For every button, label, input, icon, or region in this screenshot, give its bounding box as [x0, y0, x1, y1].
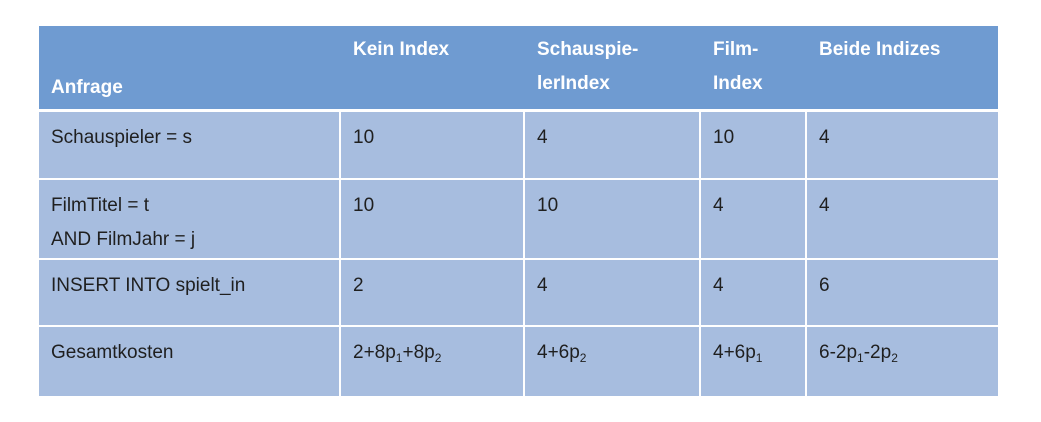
- total-schauspieler-index-sub1: 2: [579, 351, 587, 365]
- row1-kein-index: 10: [341, 112, 525, 180]
- header-beide-indizes: Beide Indizes: [807, 26, 998, 112]
- row3-kein-index: 2: [341, 260, 525, 327]
- total-kein-index-part-a: 2+8p: [353, 342, 396, 363]
- total-film-index-sub1: 1: [755, 351, 763, 365]
- row3-schauspieler-index: 4: [525, 260, 701, 327]
- total-kein-index-sub1: 1: [395, 351, 403, 365]
- total-label-text: Gesamtkosten: [51, 342, 174, 363]
- header-film-index: Film- Index: [701, 26, 807, 112]
- row2-film-index: 4: [701, 180, 807, 260]
- row1-beide-indizes: 4: [807, 112, 998, 180]
- header-schauspieler-index: Schauspie- lerIndex: [525, 26, 701, 112]
- header-film-index-line1: Film-: [713, 39, 759, 60]
- row3-query-text: INSERT INTO spielt_in: [51, 275, 246, 296]
- total-beide-indizes-sub1: 1: [857, 351, 864, 365]
- total-beide-indizes-part-b: -2p: [863, 342, 892, 363]
- row2-beide-indizes: 4: [807, 180, 998, 260]
- total-kein-index-part-b: +8p: [402, 342, 435, 363]
- total-kein-index-sub2: 2: [434, 351, 442, 365]
- total-film-index: 4+6p1: [701, 327, 807, 396]
- header-film-index-line2: Index: [713, 73, 763, 94]
- header-kein-index-text: Kein Index: [353, 39, 450, 60]
- total-film-index-part-a: 4+6p: [713, 342, 756, 363]
- row3-query: INSERT INTO spielt_in: [39, 260, 341, 327]
- row1-film-index: 10: [701, 112, 807, 180]
- row1-query-text: Schauspieler = s: [51, 127, 192, 148]
- total-beide-indizes: 6-2p1-2p2: [807, 327, 998, 396]
- row2-kein-index: 10: [341, 180, 525, 260]
- row2-query-line1: FilmTitel = t: [51, 195, 149, 216]
- total-schauspieler-index: 4+6p2: [525, 327, 701, 396]
- total-schauspieler-index-part-a: 4+6p: [537, 342, 580, 363]
- header-schauspieler-index-line2: lerIndex: [537, 73, 610, 94]
- header-schauspieler-index-line1: Schauspie-: [537, 39, 639, 60]
- header-anfrage: Anfrage: [39, 26, 341, 112]
- row1-schauspieler-index: 4: [525, 112, 701, 180]
- header-kein-index: Kein Index: [341, 26, 525, 112]
- row2-schauspieler-index: 10: [525, 180, 701, 260]
- row3-beide-indizes: 6: [807, 260, 998, 327]
- header-anfrage-text: Anfrage: [51, 77, 123, 98]
- total-label: Gesamtkosten: [39, 327, 341, 396]
- total-beide-indizes-sub2: 2: [891, 351, 898, 365]
- header-beide-indizes-text: Beide Indizes: [819, 39, 941, 60]
- row3-film-index: 4: [701, 260, 807, 327]
- total-beide-indizes-part-a: 6-2p: [819, 342, 858, 363]
- row1-query: Schauspieler = s: [39, 112, 341, 180]
- row2-query-line2: AND FilmJahr = j: [51, 229, 196, 250]
- total-kein-index: 2+8p1+8p2: [341, 327, 525, 396]
- row2-query: FilmTitel = t AND FilmJahr = j: [39, 180, 341, 260]
- cost-table: Anfrage Kein Index Schauspie- lerIndex F…: [39, 26, 998, 396]
